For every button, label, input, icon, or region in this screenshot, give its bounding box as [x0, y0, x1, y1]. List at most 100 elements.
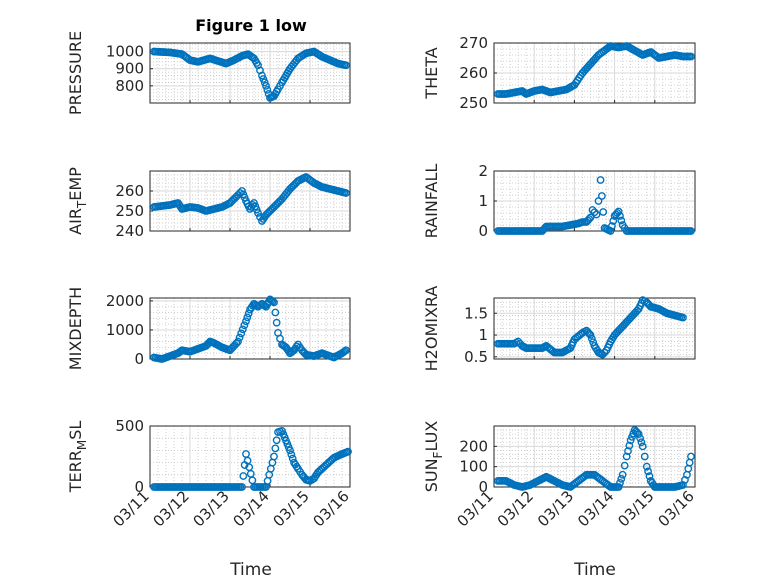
- y-tick-label: 260: [459, 64, 488, 82]
- data-point: [238, 483, 246, 491]
- panel-theta: 250 260 270 THETA: [422, 34, 696, 112]
- x-tick-label: 03/15: [614, 487, 657, 530]
- data-point: [344, 447, 352, 456]
- data-point: [288, 454, 297, 463]
- x-tick-label: 03/16: [655, 487, 698, 530]
- data-point: [679, 313, 687, 322]
- x-tick-label: 03/11: [454, 487, 497, 530]
- y-tick-label: 800: [115, 77, 144, 95]
- data-point: [287, 450, 296, 459]
- y-tick-label: 240: [115, 222, 144, 240]
- data-point: [609, 217, 618, 225]
- data-point: [272, 318, 281, 327]
- data-point: [286, 446, 294, 455]
- y-axis-label: TERRMSL: [66, 421, 89, 494]
- data-point: [588, 206, 597, 214]
- data-point: [617, 474, 626, 483]
- data-point: [617, 216, 626, 225]
- data-point: [260, 78, 269, 87]
- figure-title: Figure 1 low: [195, 16, 307, 35]
- y-axis-label: THETA: [422, 47, 441, 99]
- data-point: [240, 321, 249, 330]
- data-point: [642, 462, 651, 471]
- data-point: [638, 442, 647, 451]
- y-axis-label: SUNFLUX: [422, 421, 445, 493]
- data-point: [590, 208, 599, 217]
- y-tick-label: 0: [478, 222, 488, 240]
- x-tick-label: 03/11: [110, 487, 153, 530]
- y-tick-label: 0: [134, 478, 144, 496]
- y-tick-label: 200: [459, 437, 488, 455]
- axes-box: [149, 42, 351, 104]
- data-point: [271, 308, 280, 317]
- data-point: [243, 313, 252, 322]
- data-point: [259, 75, 268, 83]
- y-tick-label: 2: [478, 162, 488, 180]
- data-point: [636, 434, 644, 443]
- data-point: [622, 452, 631, 461]
- panel-rainfall: 0 1 2 RAINFALL: [422, 162, 696, 240]
- x-tick-label: 03/13: [190, 487, 233, 530]
- data-point: [254, 209, 262, 217]
- data-point: [270, 298, 278, 307]
- data-point: [616, 479, 624, 487]
- data-point: [616, 212, 624, 220]
- panel-mixdepth: 0 1000 2000 MIXDEPTH: [66, 287, 351, 370]
- y-tick-label: 250: [459, 94, 488, 112]
- y-tick-label: 0: [134, 350, 144, 368]
- data-point: [614, 483, 623, 491]
- data-point: [232, 339, 241, 348]
- data-point: [268, 297, 277, 306]
- data-point: [644, 467, 652, 476]
- y-axis-label: RAINFALL: [422, 164, 441, 239]
- data-point: [272, 436, 281, 445]
- data-point: [687, 452, 695, 461]
- data-point: [237, 329, 246, 338]
- y-tick-label: 900: [115, 60, 144, 78]
- panel-h2omixra: 0.5 1 1.5 H2OMIXRA: [422, 286, 696, 371]
- y-tick-label: 1: [478, 192, 488, 210]
- data-point: [586, 331, 595, 339]
- x-tick-label: 03/14: [574, 487, 617, 530]
- x-tick-label: 03/12: [150, 487, 193, 530]
- axes-box: [149, 297, 351, 360]
- data-point: [258, 71, 266, 80]
- data-point: [340, 347, 349, 356]
- axes-box: [149, 170, 351, 232]
- x-axis-label-right: Time: [573, 560, 616, 580]
- data-point: [597, 192, 606, 200]
- panel-air-temp: 240 250 260 AIRTEMP: [66, 167, 351, 240]
- y-tick-label: 270: [459, 34, 488, 52]
- y-axis-label: PRESSURE: [66, 31, 85, 115]
- y-axis-label: AIRTEMP: [66, 167, 89, 235]
- y-tick-label: 100: [459, 458, 488, 476]
- axes-box: [493, 170, 696, 232]
- data-point: [598, 350, 607, 359]
- y-tick-label: 1000: [106, 43, 144, 61]
- x-tick-label: 03/13: [534, 487, 577, 530]
- data-point: [645, 472, 654, 481]
- y-tick-label: 1: [478, 326, 488, 344]
- axes-box: [149, 425, 351, 488]
- data-point: [271, 444, 280, 453]
- data-point: [342, 189, 350, 197]
- data-point: [620, 461, 629, 470]
- y-tick-label: 0.5: [464, 348, 488, 366]
- data-point: [624, 447, 632, 455]
- axes-box: [493, 297, 696, 360]
- y-tick-label: 500: [115, 417, 144, 435]
- data-point: [606, 227, 615, 235]
- data-point: [618, 470, 627, 479]
- data-point: [263, 85, 272, 94]
- y-tick-label: 1.5: [464, 304, 488, 322]
- data-point: [270, 452, 278, 461]
- y-tick-label: 2000: [106, 292, 144, 310]
- data-point: [634, 430, 643, 439]
- y-tick-label: 260: [115, 182, 144, 200]
- data-point: [234, 337, 242, 346]
- x-axis-label-left: Time: [229, 560, 272, 580]
- data-point: [514, 337, 523, 346]
- data-point: [235, 333, 244, 342]
